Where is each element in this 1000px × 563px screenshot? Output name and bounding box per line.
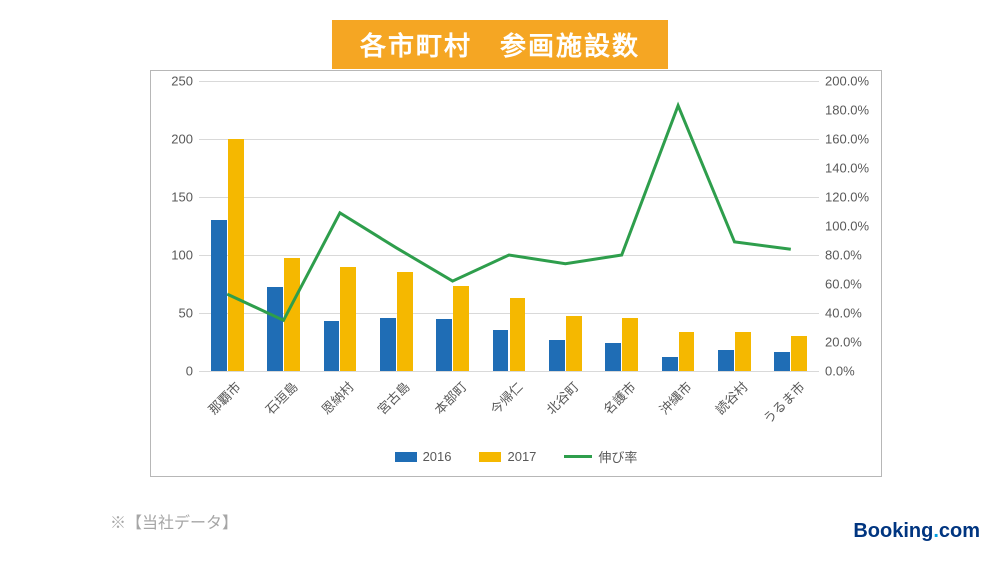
bar-2016	[662, 357, 678, 371]
x-tick-label: 沖縄市	[654, 377, 695, 418]
y-right-tick: 80.0%	[819, 248, 862, 263]
y-left-tick: 150	[171, 190, 199, 205]
y-right-tick: 120.0%	[819, 190, 869, 205]
y-right-tick: 200.0%	[819, 74, 869, 89]
legend-label-2017: 2017	[507, 449, 536, 464]
legend-item-2016: 2016	[395, 449, 452, 464]
bars-layer	[199, 81, 819, 371]
y-right-tick: 140.0%	[819, 161, 869, 176]
x-tick-label: 那覇市	[204, 377, 245, 418]
x-tick-label: 宮古島	[373, 377, 414, 418]
bar-2016	[774, 352, 790, 371]
x-tick-label: 本部町	[429, 377, 470, 418]
bar-2016	[718, 350, 734, 371]
legend-item-2017: 2017	[479, 449, 536, 464]
y-right-tick: 20.0%	[819, 335, 862, 350]
bar-2017	[228, 139, 244, 371]
plot-area: 0501001502002500.0%20.0%40.0%60.0%80.0%1…	[199, 81, 819, 371]
chart-container: 0 50 100 150 200 250 0.0% 20.0% 40.0% 60.0% 80.0% 1…	[150, 70, 882, 477]
y-right-tick: 40.0%	[819, 306, 862, 321]
bar-2016	[211, 220, 227, 371]
y-left-tick: 250	[171, 74, 199, 89]
x-tick-label: うるま市	[758, 377, 808, 427]
x-tick-label: 恩納村	[316, 377, 357, 418]
legend: 2016 2017 伸び率	[151, 447, 881, 466]
x-axis-labels: 那覇市石垣島恩納村宮古島本部町今帰仁北谷町名護市沖縄市読谷村うるま市	[199, 373, 819, 433]
legend-swatch-2017	[479, 452, 501, 462]
bar-2017	[284, 258, 300, 371]
y-left-tick: 50	[179, 306, 199, 321]
footnote: ※【当社データ】	[110, 509, 238, 533]
x-tick-label: 北谷町	[542, 377, 583, 418]
logo-text1: Booking	[853, 520, 933, 542]
bar-2016	[380, 318, 396, 371]
y-left-tick: 0	[186, 364, 199, 379]
x-tick-label: 読谷村	[711, 377, 752, 418]
bar-2016	[549, 340, 565, 371]
x-tick-label: 今帰仁	[485, 377, 526, 418]
y-right-tick: 100.0%	[819, 219, 869, 234]
legend-label-2016: 2016	[423, 449, 452, 464]
bar-2017	[397, 272, 413, 371]
bar-2017	[340, 267, 356, 371]
bar-2017	[453, 286, 469, 371]
y-right-tick: 180.0%	[819, 103, 869, 118]
y-left-tick: 200	[171, 132, 199, 147]
bar-2016	[267, 287, 283, 371]
bar-2016	[493, 330, 509, 371]
bar-2016	[324, 321, 340, 371]
bar-2016	[605, 343, 621, 371]
gridline	[199, 371, 819, 372]
y-right-tick: 160.0%	[819, 132, 869, 147]
legend-swatch-line	[564, 455, 592, 458]
booking-logo: Booking.com	[853, 520, 980, 543]
bar-2017	[791, 336, 807, 371]
bar-2016	[436, 319, 452, 371]
x-tick-label: 石垣島	[260, 377, 301, 418]
y-left-tick: 100	[171, 248, 199, 263]
y-right-tick: 0.0%	[819, 364, 855, 379]
bar-2017	[566, 316, 582, 371]
x-tick-label: 名護市	[598, 377, 639, 418]
chart-title: 各市町村 参画施設数	[332, 20, 668, 69]
legend-label-line: 伸び率	[598, 447, 637, 466]
bar-2017	[735, 332, 751, 371]
legend-item-line: 伸び率	[564, 447, 637, 466]
y-right-tick: 60.0%	[819, 277, 862, 292]
bar-2017	[679, 332, 695, 371]
bar-2017	[622, 318, 638, 371]
bar-2017	[510, 298, 526, 371]
legend-swatch-2016	[395, 452, 417, 462]
logo-text2: com	[939, 520, 980, 542]
